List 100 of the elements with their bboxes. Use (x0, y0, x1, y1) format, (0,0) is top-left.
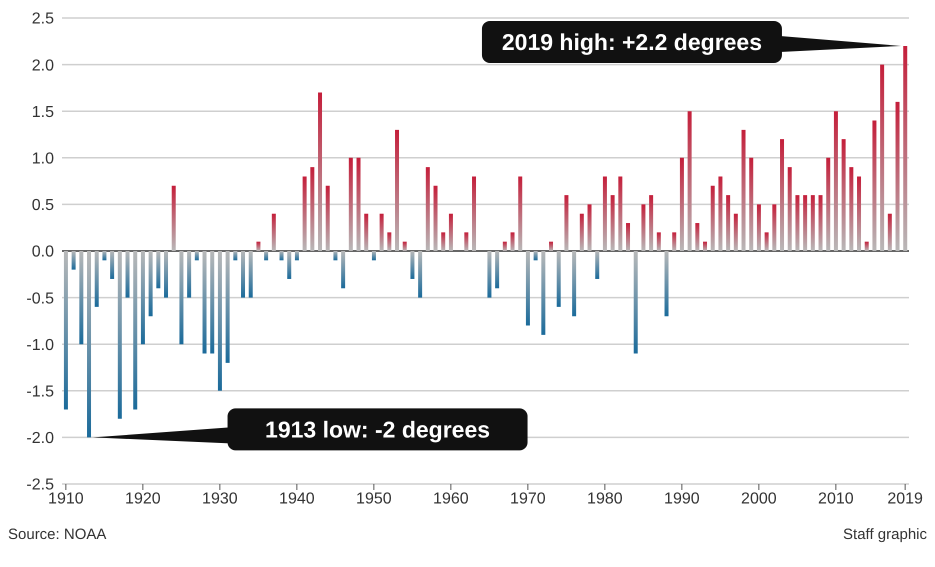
bar (356, 158, 361, 251)
bar (772, 204, 776, 251)
bar (333, 251, 338, 260)
bar (580, 214, 584, 251)
bar (626, 223, 630, 251)
bar (618, 176, 622, 251)
bar (140, 251, 145, 344)
bar (695, 223, 700, 251)
bar (148, 251, 153, 316)
bar (341, 251, 346, 288)
bar (664, 251, 669, 316)
bar (64, 251, 68, 410)
bar (764, 232, 769, 251)
bar (294, 251, 299, 260)
bar (510, 232, 515, 251)
bar (526, 251, 530, 326)
x-tick-label: 2019 (887, 490, 924, 508)
bar (572, 251, 576, 316)
bar (672, 232, 676, 251)
bar (703, 242, 708, 251)
bar (326, 186, 330, 251)
bar (287, 251, 292, 279)
bar (872, 120, 876, 251)
bar (788, 167, 792, 251)
bar (602, 176, 607, 251)
bar (487, 251, 492, 298)
bar (834, 111, 838, 251)
bar (110, 251, 114, 279)
text: Staff graphic (843, 526, 927, 543)
bar (194, 251, 199, 260)
bar (248, 251, 253, 298)
y-tick-label: 0.5 (32, 197, 54, 214)
bar (402, 242, 407, 251)
bar (502, 242, 507, 251)
bar (534, 251, 538, 260)
x-tick-label: 1930 (202, 490, 238, 508)
bar (742, 130, 746, 251)
x-tick-label: 1920 (125, 490, 161, 508)
y-tick-label: 0.0 (32, 244, 54, 261)
bar (656, 232, 661, 251)
bar (842, 139, 846, 251)
bar (133, 251, 138, 410)
bar (310, 167, 314, 251)
bar (387, 232, 392, 251)
bar (256, 242, 260, 251)
bar (756, 204, 761, 251)
bar (179, 251, 184, 344)
bar (202, 251, 207, 354)
x-tick-label: 2000 (741, 490, 777, 508)
y-tick-label: -1.0 (26, 336, 54, 354)
bar (410, 251, 414, 279)
bar (718, 176, 722, 251)
bar (210, 251, 214, 354)
source-note: Source: NOAA (8, 526, 106, 543)
bar (803, 195, 808, 251)
bar (448, 214, 453, 251)
bar (72, 251, 76, 270)
x-tick-label: 1970 (510, 490, 546, 508)
bar (826, 158, 830, 251)
bar (734, 214, 738, 251)
bar (380, 214, 384, 251)
x-tick-label: 1960 (433, 490, 469, 508)
x-tick-label: 1950 (356, 490, 392, 508)
bar (241, 251, 246, 298)
bar (318, 92, 322, 251)
y-tick-label: 2.0 (32, 57, 54, 74)
y-tick-label: 2.5 (32, 10, 54, 28)
annotation: 1913 low: -2 degrees (265, 416, 490, 442)
bar (688, 111, 692, 251)
bar (649, 195, 654, 251)
bar (472, 176, 476, 251)
bar (634, 251, 638, 354)
x-tick-label: 1990 (664, 490, 700, 508)
bar (441, 232, 446, 251)
bar (818, 195, 823, 251)
bar (187, 251, 192, 298)
bar (233, 251, 238, 260)
bar (172, 186, 176, 251)
bar (518, 176, 522, 251)
bar (280, 251, 284, 260)
bar (118, 251, 122, 419)
bar (726, 195, 730, 251)
x-tick-label: 1980 (587, 490, 623, 508)
bar (126, 251, 130, 298)
bar (903, 46, 908, 251)
bar (218, 251, 222, 391)
y-tick-label: 1.0 (32, 150, 54, 168)
bar (464, 232, 468, 251)
bar (556, 251, 561, 307)
bar (641, 204, 646, 251)
y-tick-label: -2.0 (26, 430, 54, 448)
bar (588, 204, 592, 251)
bar (302, 176, 307, 251)
bar (780, 139, 784, 251)
y-tick-label: -0.5 (26, 290, 54, 308)
bar (710, 186, 715, 251)
bar (372, 251, 376, 260)
bar (857, 176, 862, 251)
bar (418, 251, 422, 298)
bar (888, 214, 892, 251)
